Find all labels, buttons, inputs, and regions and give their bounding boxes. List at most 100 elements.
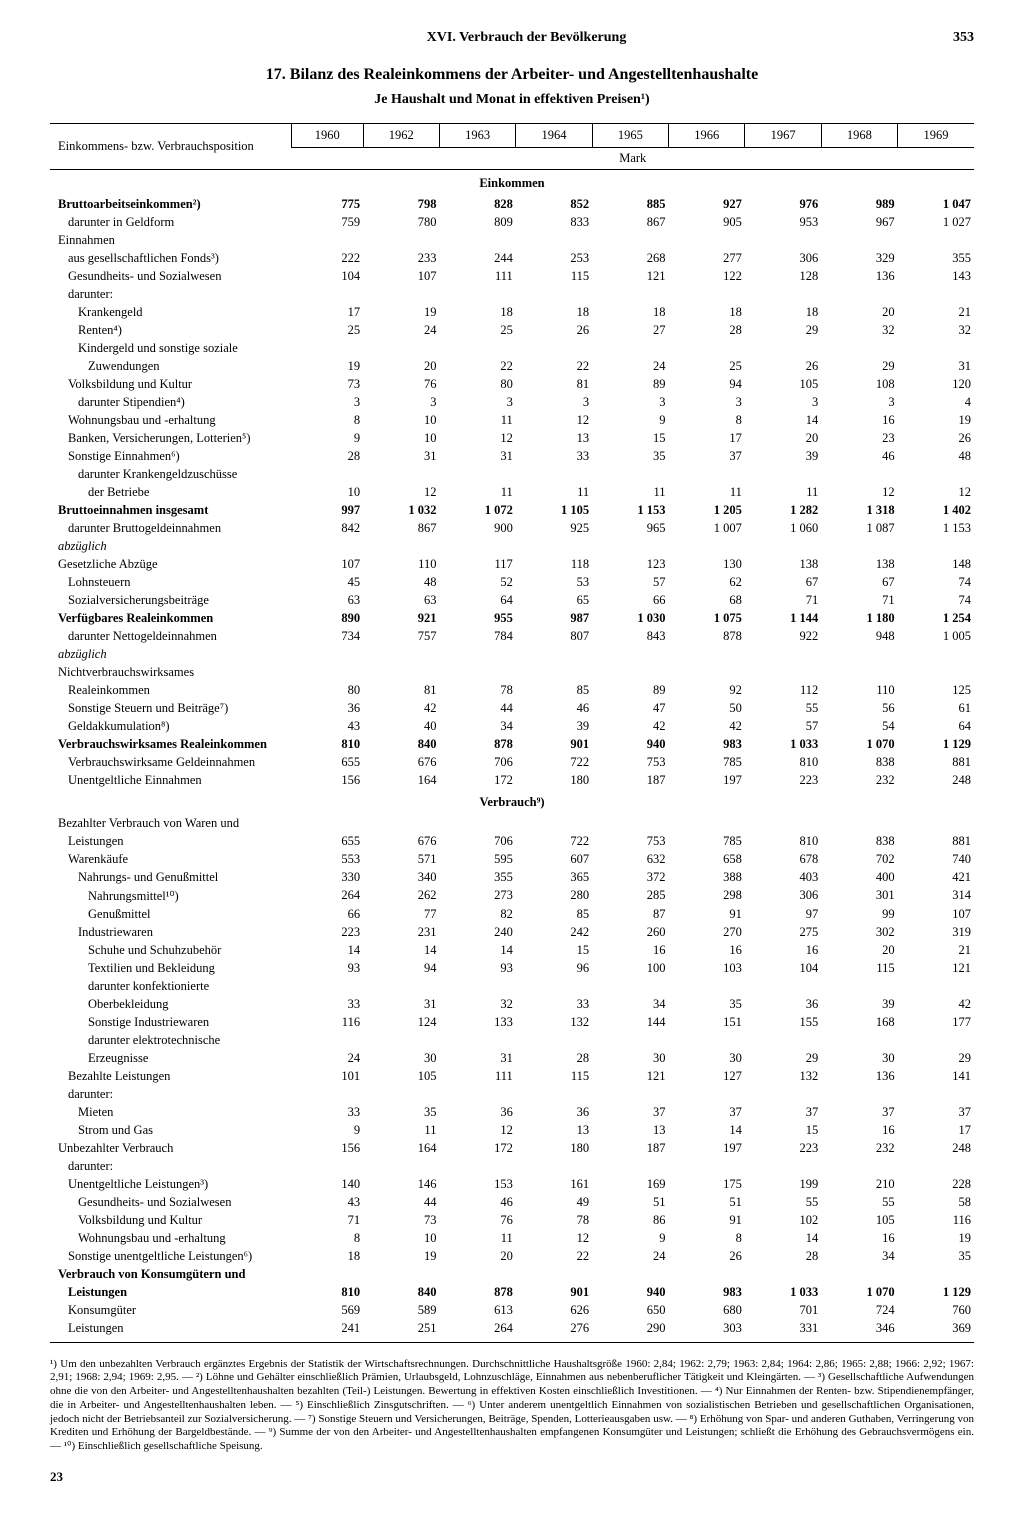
row-label: Strom und Gas	[50, 1121, 292, 1139]
table-cell: 987	[516, 609, 592, 627]
table-cell	[821, 537, 897, 555]
table-cell: 595	[439, 850, 515, 868]
row-label: Bruttoarbeitseinkommen²)	[50, 195, 292, 213]
table-cell: 9	[292, 429, 364, 447]
table-cell: 997	[292, 501, 364, 519]
table-cell: 24	[292, 1049, 364, 1067]
table-cell: 122	[669, 267, 745, 285]
table-cell: 983	[669, 1283, 745, 1301]
table-cell	[898, 1265, 974, 1283]
table-cell: 24	[363, 321, 439, 339]
table-cell: 64	[439, 591, 515, 609]
table-cell: 753	[592, 832, 668, 850]
table-cell	[292, 339, 364, 357]
row-label: Leistungen	[50, 832, 292, 850]
table-cell: 116	[898, 1211, 974, 1229]
table-cell: 12	[516, 411, 592, 429]
table-cell: 1 060	[745, 519, 821, 537]
table-cell: 655	[292, 832, 364, 850]
table-cell	[821, 645, 897, 663]
table-cell: 43	[292, 1193, 364, 1211]
table-cell: 26	[669, 1247, 745, 1265]
table-cell	[592, 465, 668, 483]
table-cell: 878	[439, 735, 515, 753]
table-cell: 107	[292, 555, 364, 573]
row-label: Warenkäufe	[50, 850, 292, 868]
table-cell: 18	[439, 303, 515, 321]
table-cell: 14	[363, 941, 439, 959]
table-cell: 948	[821, 627, 897, 645]
table-cell: 107	[363, 267, 439, 285]
table-cell	[592, 977, 668, 995]
table-cell: 760	[898, 1301, 974, 1319]
row-label: darunter:	[50, 1157, 292, 1175]
table-cell: 14	[745, 411, 821, 429]
table-cell	[363, 1157, 439, 1175]
table-cell	[821, 977, 897, 995]
table-cell: 30	[363, 1049, 439, 1067]
table-cell	[439, 645, 515, 663]
table-cell: 76	[439, 1211, 515, 1229]
table-cell	[898, 814, 974, 832]
table-cell: 164	[363, 1139, 439, 1157]
table-cell: 706	[439, 832, 515, 850]
row-label: Leistungen	[50, 1283, 292, 1301]
table-cell: 164	[363, 771, 439, 789]
table-cell: 838	[821, 753, 897, 771]
table-cell: 989	[821, 195, 897, 213]
table-cell: 148	[898, 555, 974, 573]
table-cell: 1 032	[363, 501, 439, 519]
table-cell: 123	[592, 555, 668, 573]
table-cell: 17	[898, 1121, 974, 1139]
table-cell: 180	[516, 1139, 592, 1157]
table-cell: 175	[669, 1175, 745, 1193]
table-cell: 19	[292, 357, 364, 375]
table-cell: 42	[363, 699, 439, 717]
table-cell: 37	[821, 1103, 897, 1121]
table-cell	[439, 465, 515, 483]
table-cell: 233	[363, 249, 439, 267]
table-cell: 734	[292, 627, 364, 645]
row-label: der Betriebe	[50, 483, 292, 501]
table-cell: 42	[669, 717, 745, 735]
table-cell: 18	[592, 303, 668, 321]
table-cell: 12	[439, 429, 515, 447]
table-cell: 680	[669, 1301, 745, 1319]
table-cell	[439, 977, 515, 995]
table-cell: 146	[363, 1175, 439, 1193]
table-cell: 13	[516, 429, 592, 447]
table-cell: 56	[821, 699, 897, 717]
table-cell: 11	[439, 1229, 515, 1247]
table-cell: 983	[669, 735, 745, 753]
table-cell: 99	[821, 905, 897, 923]
row-label: Textilien und Bekleidung	[50, 959, 292, 977]
table-cell: 1 070	[821, 735, 897, 753]
table-cell: 31	[363, 995, 439, 1013]
table-cell	[821, 231, 897, 249]
table-cell: 901	[516, 735, 592, 753]
row-label: Gesundheits- und Sozialwesen	[50, 267, 292, 285]
table-cell: 346	[821, 1319, 897, 1342]
table-cell	[821, 285, 897, 303]
row-label: Verbrauch von Konsumgütern und	[50, 1265, 292, 1283]
section-header: Verbrauch⁹)	[50, 789, 974, 814]
table-cell: 1 105	[516, 501, 592, 519]
table-cell: 92	[669, 681, 745, 699]
table-cell: 1 005	[898, 627, 974, 645]
table-cell: 10	[363, 429, 439, 447]
table-cell: 330	[292, 868, 364, 886]
table-cell: 921	[363, 609, 439, 627]
table-cell: 47	[592, 699, 668, 717]
table-cell: 388	[669, 868, 745, 886]
year-header: 1964	[516, 124, 592, 148]
table-cell	[745, 1265, 821, 1283]
row-label: Leistungen	[50, 1319, 292, 1342]
year-header: 1966	[669, 124, 745, 148]
table-cell: 810	[745, 753, 821, 771]
table-cell: 9	[592, 1229, 668, 1247]
row-label: Lohnsteuern	[50, 573, 292, 591]
row-label: darunter Krankengeldzuschüsse	[50, 465, 292, 483]
year-header: 1963	[439, 124, 515, 148]
table-cell	[898, 1157, 974, 1175]
table-cell: 268	[592, 249, 668, 267]
